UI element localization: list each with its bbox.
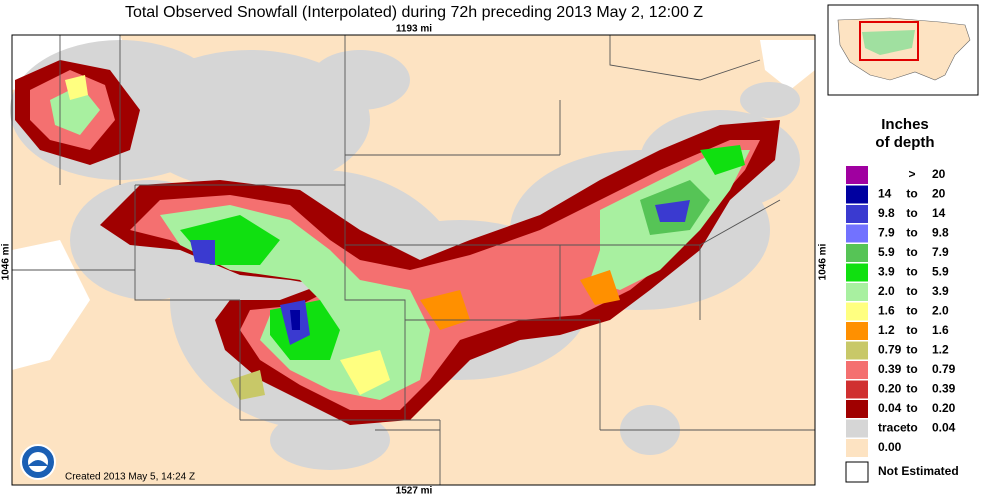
legend-lower: 7.9 xyxy=(878,226,895,240)
legend-swatch xyxy=(846,322,868,340)
legend-joiner: to xyxy=(906,343,917,357)
legend-swatch xyxy=(846,361,868,379)
title: Total Observed Snowfall (Interpolated) d… xyxy=(125,4,703,21)
legend-joiner: to xyxy=(906,382,917,396)
legend-lower: 9.8 xyxy=(878,206,895,220)
legend-joiner: to xyxy=(906,304,917,318)
legend-swatch xyxy=(846,302,868,321)
legend-swatch xyxy=(846,205,868,223)
scale-right: 1046 mi xyxy=(818,243,829,280)
legend-lower: 0.39 xyxy=(878,362,902,376)
legend-swatch xyxy=(845,461,869,483)
legend-upper: 9.8 xyxy=(932,226,949,240)
legend-joiner: to xyxy=(906,226,917,240)
scale-top: 1193 mi xyxy=(396,24,432,35)
legend-swatch xyxy=(846,400,868,418)
legend-lower: 5.9 xyxy=(878,245,895,259)
scale-bottom: 1527 mi xyxy=(396,486,433,496)
legend-upper: 20 xyxy=(932,187,946,201)
legend-title: of depth xyxy=(875,134,934,151)
legend-upper: 14 xyxy=(932,206,946,220)
legend-upper: 3.9 xyxy=(932,284,949,298)
scale-left: 1046 mi xyxy=(1,243,12,280)
legend-swatch xyxy=(846,439,868,457)
legend-swatch xyxy=(846,263,868,282)
legend-upper: 5.9 xyxy=(932,265,949,279)
legend-lower: 1.6 xyxy=(878,304,895,318)
legend-upper: 0.39 xyxy=(932,382,956,396)
legend-lower: 3.9 xyxy=(878,265,895,279)
legend-upper: 7.9 xyxy=(932,245,949,259)
legend-title: Inches xyxy=(881,116,929,133)
legend-joiner: to xyxy=(906,265,917,279)
legend-lower: 0.79 xyxy=(878,343,902,357)
legend-swatch xyxy=(846,380,868,399)
legend-lower: 0.00 xyxy=(878,440,902,454)
legend-joiner: > xyxy=(908,167,915,181)
legend-upper: 20 xyxy=(932,167,946,181)
inset-map xyxy=(827,4,979,96)
legend-joiner: to xyxy=(906,187,917,201)
legend-swatch xyxy=(846,244,868,262)
legend-lower: trace xyxy=(878,421,907,435)
legend-upper: 0.04 xyxy=(932,421,956,435)
legend-upper: 0.20 xyxy=(932,401,956,415)
map: Created 2013 May 5, 14:24 Z xyxy=(10,34,816,486)
legend-swatch xyxy=(846,283,868,301)
legend-joiner: to xyxy=(906,206,917,220)
legend-label: Not Estimated xyxy=(878,464,959,478)
legend-swatch xyxy=(846,341,868,360)
legend-joiner: to xyxy=(906,323,917,337)
legend-joiner: to xyxy=(906,284,917,298)
legend-lower: 0.04 xyxy=(878,401,902,415)
legend-upper: 1.6 xyxy=(932,323,949,337)
legend-joiner: to xyxy=(906,421,917,435)
legend-lower: 0.20 xyxy=(878,382,902,396)
legend-swatch xyxy=(846,185,868,204)
legend-lower: 2.0 xyxy=(878,284,895,298)
legend-swatch xyxy=(846,224,868,243)
legend-upper: 1.2 xyxy=(932,343,949,357)
legend-upper: 2.0 xyxy=(932,304,949,318)
legend-upper: 0.79 xyxy=(932,362,956,376)
legend-swatch xyxy=(846,419,868,438)
legend: Inches of depth Not Estimated >20 14 to 20 9… xyxy=(845,116,959,483)
legend-joiner: to xyxy=(906,245,917,259)
legend-lower: 14 xyxy=(878,187,892,201)
created-note: Created 2013 May 5, 14:24 Z xyxy=(65,472,195,483)
legend-swatch xyxy=(846,166,868,184)
legend-joiner: to xyxy=(906,362,917,376)
legend-lower: 1.2 xyxy=(878,323,895,337)
legend-joiner: to xyxy=(906,401,917,415)
